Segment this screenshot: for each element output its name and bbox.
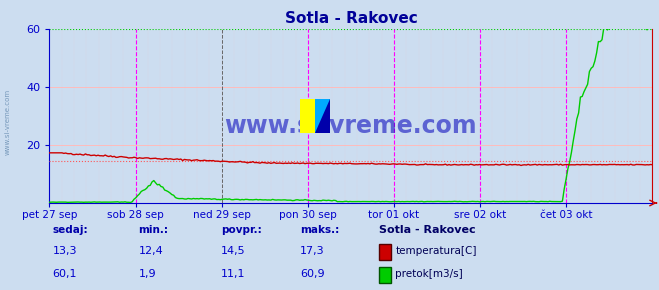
- Text: 11,1: 11,1: [221, 269, 245, 279]
- Text: povpr.:: povpr.:: [221, 225, 262, 235]
- Title: Sotla - Rakovec: Sotla - Rakovec: [285, 11, 417, 26]
- Text: 14,5: 14,5: [221, 246, 245, 256]
- Text: temperatura[C]: temperatura[C]: [395, 246, 477, 256]
- Text: www.si-vreme.com: www.si-vreme.com: [5, 89, 11, 155]
- Bar: [300, 99, 315, 133]
- Text: Sotla - Rakovec: Sotla - Rakovec: [379, 225, 476, 235]
- Bar: [315, 99, 330, 133]
- Text: pretok[m3/s]: pretok[m3/s]: [395, 269, 463, 279]
- Text: 13,3: 13,3: [53, 246, 77, 256]
- Polygon shape: [315, 99, 330, 133]
- Text: 1,9: 1,9: [138, 269, 156, 279]
- Text: maks.:: maks.:: [300, 225, 339, 235]
- Text: min.:: min.:: [138, 225, 169, 235]
- Text: sedaj:: sedaj:: [53, 225, 88, 235]
- Text: 60,1: 60,1: [53, 269, 77, 279]
- Text: 12,4: 12,4: [138, 246, 163, 256]
- Text: www.si-vreme.com: www.si-vreme.com: [225, 115, 477, 138]
- Text: 60,9: 60,9: [300, 269, 324, 279]
- Text: 17,3: 17,3: [300, 246, 324, 256]
